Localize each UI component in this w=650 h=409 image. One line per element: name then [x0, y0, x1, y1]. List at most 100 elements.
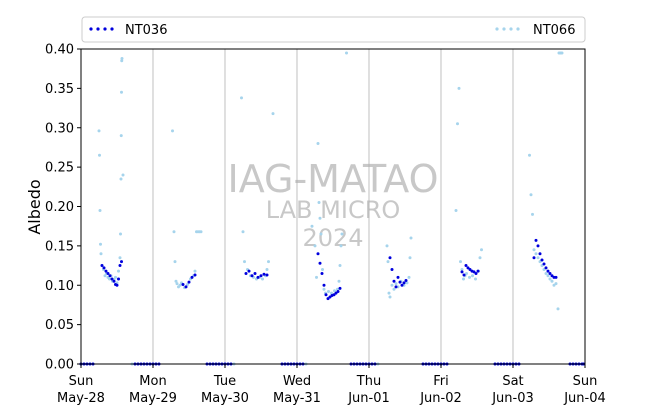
point-nt066-107 — [456, 122, 459, 126]
point-nt066-70 — [316, 142, 320, 145]
x-tick-day: Fri — [433, 374, 449, 389]
x-tick-date: Jun-02 — [419, 391, 462, 406]
point-nt066-52 — [241, 230, 245, 234]
point-nt066-67 — [310, 224, 314, 228]
point-nt066-43 — [193, 269, 197, 273]
point-nt066-109 — [459, 260, 462, 264]
point-nt066-99 — [405, 281, 409, 285]
point-nt066-128 — [536, 256, 540, 260]
series-nt036 — [79, 238, 585, 366]
legend-box — [81, 16, 586, 43]
x-tick-date: May-31 — [273, 391, 321, 406]
point-nt066-125 — [531, 212, 534, 216]
point-nt066-129 — [538, 260, 542, 264]
point-nt066-94 — [392, 287, 396, 291]
point-nt066-19 — [117, 269, 120, 273]
point-nt036-30 — [265, 273, 269, 277]
point-nt036-53 — [400, 283, 404, 287]
point-nt036-10 — [115, 283, 119, 287]
point-nt036-74 — [542, 262, 546, 266]
x-tick-day: Sun — [573, 374, 598, 389]
point-nt066-17 — [114, 275, 117, 279]
point-nt066-73 — [319, 232, 323, 236]
point-nt066-100 — [407, 275, 411, 279]
point-nt066-95 — [394, 282, 398, 286]
point-nt036-52 — [398, 280, 402, 284]
point-nt036-65 — [474, 271, 478, 275]
y-tick-label: 0.10 — [45, 279, 74, 294]
point-nt066-93 — [390, 283, 394, 287]
point-nt036-54 — [402, 281, 406, 285]
watermark-line-1: IAG-MATAO — [227, 157, 438, 201]
watermark-line-2: LAB MICRO — [266, 196, 401, 224]
x-tick-date: May-30 — [201, 391, 249, 406]
y-tick-label: 0.05 — [45, 318, 74, 333]
point-nt066-92 — [388, 295, 392, 299]
point-nt066-78 — [330, 291, 333, 295]
point-nt066-142 — [560, 51, 564, 55]
point-nt036-60 — [464, 264, 468, 268]
point-nt036-33 — [316, 252, 320, 256]
point-nt066-35 — [175, 282, 179, 286]
point-nt066-61 — [265, 268, 269, 271]
point-nt066-134 — [548, 277, 552, 281]
point-nt066-108 — [457, 86, 461, 90]
point-nt066-89 — [385, 244, 389, 248]
point-nt036-75 — [544, 266, 548, 270]
point-nt036-47 — [388, 256, 392, 260]
point-nt036-13 — [120, 260, 123, 264]
point-nt036-17 — [184, 285, 188, 289]
point-nt036-42 — [334, 291, 338, 295]
y-tick-label: 0.25 — [45, 161, 74, 176]
x-tick-day: Sun — [69, 374, 94, 389]
point-nt066-127 — [534, 252, 538, 256]
point-nt066-115 — [471, 274, 474, 278]
point-nt066-90 — [386, 260, 390, 264]
x-tick-date: Jun-01 — [347, 391, 390, 406]
x-tick-date: May-28 — [57, 391, 105, 406]
point-nt036-78 — [550, 274, 554, 278]
point-nt066-106 — [454, 208, 458, 212]
point-nt066-101 — [408, 256, 412, 260]
point-nt066-132 — [544, 271, 548, 275]
legend: NT036 NT066 — [81, 16, 586, 43]
point-nt066-102 — [409, 236, 413, 240]
point-nt036-51 — [396, 275, 400, 279]
point-nt036-72 — [538, 252, 542, 256]
point-nt036-4 — [104, 269, 108, 273]
point-nt066-135 — [550, 279, 554, 283]
y-tick-label: 0.35 — [45, 82, 74, 97]
point-nt036-16 — [181, 282, 185, 286]
y-tick-label: 0.30 — [45, 121, 74, 136]
point-nt036-44 — [338, 286, 342, 290]
point-nt066-27 — [121, 173, 125, 177]
x-tick-date: Jun-04 — [563, 391, 606, 406]
point-nt066-3 — [97, 129, 101, 133]
point-nt066-81 — [337, 279, 341, 283]
x-tick-date: May-29 — [129, 391, 177, 406]
point-nt066-24 — [120, 90, 123, 94]
point-nt066-114 — [468, 275, 471, 279]
point-nt066-113 — [465, 271, 468, 275]
point-nt066-72 — [318, 216, 322, 220]
point-nt036-50 — [394, 285, 398, 289]
point-nt066-21 — [119, 232, 122, 236]
point-nt036-11 — [117, 277, 120, 281]
x-tick-day: Sat — [502, 374, 523, 389]
point-nt036-37 — [324, 293, 328, 297]
point-nt066-10 — [103, 274, 107, 278]
point-nt066-7 — [99, 252, 103, 256]
point-nt066-83 — [339, 244, 343, 248]
point-nt036-48 — [390, 268, 394, 271]
point-nt066-74 — [321, 268, 324, 271]
point-nt066-71 — [317, 201, 321, 205]
point-nt036-34 — [318, 261, 322, 265]
point-nt066-126 — [532, 248, 536, 252]
point-nt066-34 — [174, 279, 178, 283]
point-nt066-110 — [460, 268, 464, 271]
point-nt066-116 — [474, 277, 477, 281]
legend-marker-nt036 — [89, 27, 114, 31]
point-nt036-3 — [102, 266, 106, 270]
point-nt066-124 — [529, 193, 533, 197]
